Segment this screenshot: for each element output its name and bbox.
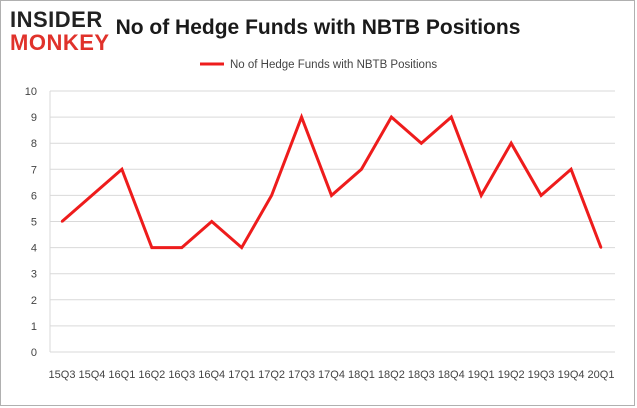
y-tick-label: 8 [31,138,37,150]
x-tick-label: 17Q2 [258,369,285,381]
legend: No of Hedge Funds with NBTB Positions [200,59,437,71]
x-tick-label: 15Q3 [49,369,76,381]
data-point [390,115,393,119]
legend-label: No of Hedge Funds with NBTB Positions [230,59,437,71]
logo-line-monkey: MONKEY [10,30,110,55]
data-point [60,220,64,223]
insider-monkey-logo: INSIDER MONKEY [10,7,110,55]
x-tick-label: 19Q1 [468,369,495,381]
x-tick-label: 18Q3 [408,369,435,381]
data-point [569,168,573,171]
y-tick-label: 2 [31,295,37,307]
x-tick-label: 15Q4 [78,369,105,381]
data-point [120,168,124,171]
y-tick-label: 9 [31,112,37,124]
y-tick-label: 4 [31,243,37,255]
x-tick-label: 18Q2 [378,369,405,381]
data-point [539,194,543,197]
data-point [180,246,183,249]
data-point [150,246,154,249]
y-tick-label: 0 [31,347,37,359]
x-tick-label: 19Q3 [528,369,555,381]
data-point [90,194,94,197]
y-tick-label: 5 [31,217,37,229]
data-point [270,194,273,197]
grid-lines [49,90,615,353]
logo-line-insider: INSIDER [10,7,103,32]
data-point [330,194,333,197]
data-point [240,246,243,249]
x-tick-label: 20Q1 [588,369,615,381]
y-tick-label: 3 [31,269,37,281]
x-tick-label: 18Q1 [348,369,375,381]
y-tick-label: 1 [31,321,37,333]
x-tick-label: 17Q4 [318,369,345,381]
x-axis-ticks: 15Q3 15Q4 16Q1 16Q2 16Q3 16Q4 17Q1 17Q2 17Q3 17Q4… [49,369,615,381]
chart-title: No of Hedge Funds with NBTB Positions [116,16,521,39]
data-point [480,194,483,197]
data-point [599,246,603,249]
y-tick-label: 10 [25,86,37,98]
data-point [300,115,303,119]
x-tick-label: 16Q3 [168,369,195,381]
data-point [360,168,363,171]
data-point [210,220,213,223]
x-tick-label: 16Q2 [138,369,165,381]
y-axis-ticks: 0 1 2 3 4 5 6 7 8 9 10 [25,86,37,359]
x-tick-label: 19Q4 [558,369,585,381]
y-tick-label: 7 [31,164,37,176]
data-point [450,115,453,119]
y-tick-label: 6 [31,190,37,202]
series-line [61,112,603,250]
x-tick-label: 16Q1 [108,369,135,381]
x-tick-label: 17Q3 [288,369,315,381]
x-tick-label: 17Q1 [228,369,255,381]
data-point [420,142,423,145]
x-tick-label: 16Q4 [198,369,225,381]
x-tick-label: 19Q2 [498,369,525,381]
series-layer [60,112,603,250]
x-tick-label: 18Q4 [438,369,465,381]
data-point [509,142,513,145]
